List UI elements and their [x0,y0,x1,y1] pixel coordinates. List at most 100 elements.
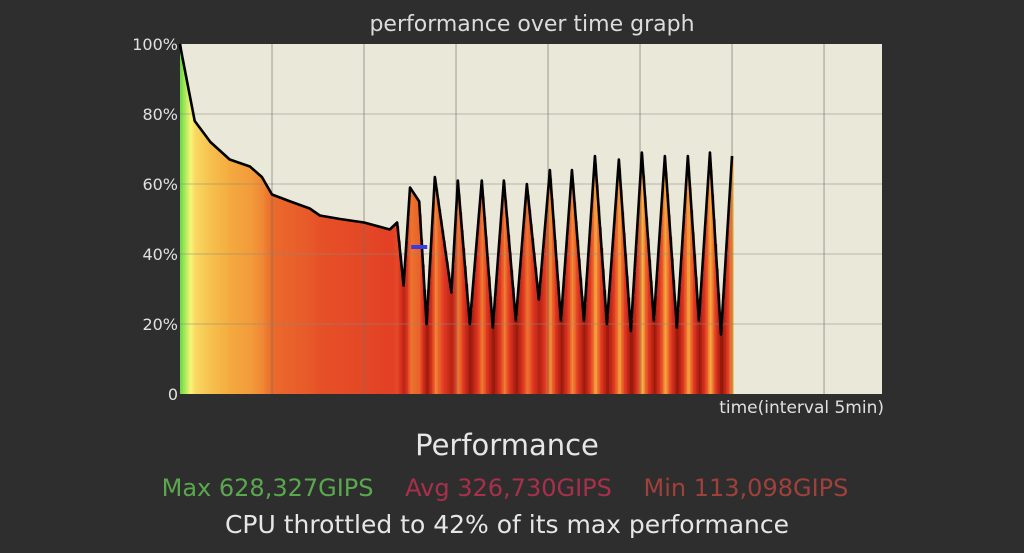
area-fill-slice [634,271,637,394]
area-fill-slice [559,301,562,394]
area-fill-slice [367,223,370,394]
area-fill-slice [714,219,716,394]
area-fill-slice [465,266,467,394]
area-fill-slice [244,164,247,394]
performance-heading: Performance [415,428,599,462]
area-fill-slice [201,129,203,395]
area-fill-slice [264,180,266,394]
area-fill-slice [567,237,569,394]
area-fill-slice [688,165,691,394]
area-fill-slice [493,318,496,394]
area-fill-slice [340,219,343,394]
area-fill-slice [223,153,226,394]
area-fill-slice [384,227,386,394]
area-fill-slice [676,322,679,394]
area-fill-slice [723,302,725,394]
area-fill-slice [712,194,715,394]
area-fill-slice [532,238,535,394]
area-fill-slice [633,295,635,394]
area-fill-slice [591,214,593,394]
area-fill-slice [228,157,230,394]
area-fill-slice [423,264,425,394]
area-fill-slice [372,224,374,394]
area-fill-slice [451,291,454,394]
area-fill-slice [390,229,392,394]
performance-line [178,43,734,336]
area-fill-slice [333,217,335,394]
area-fill-slice [516,318,518,394]
area-fill-slice [703,250,706,394]
area-fill-slice [466,284,469,394]
area-fill-slice [396,223,398,394]
area-fill-slice [439,209,442,394]
area-fill-slice [732,156,734,394]
area-fill-slice [586,281,589,394]
area-fill-slice [316,213,319,394]
area-fill-slice [409,195,412,394]
area-fill-slice [510,252,512,394]
area-fill-slice [568,216,571,394]
area-fill-slice [285,199,287,394]
area-fill-slice [355,221,358,394]
area-fill-slice [508,234,511,394]
area-fill-slice [729,205,731,394]
area-fill-slice [594,170,596,394]
y-tick-label: 60% [142,175,178,194]
area-fill-slice [354,221,356,394]
area-fill-slice [211,143,214,394]
area-fill-slice [381,227,383,394]
area-fill-slice [225,155,227,394]
area-fill-slice [180,44,182,394]
area-fill-slice [235,161,238,394]
area-fill-slice [664,161,667,394]
area-fill-slice [564,278,566,394]
area-fill-slice [369,223,371,394]
area-fill-slice [678,309,680,394]
area-fill-slice [717,268,719,394]
area-fill-slice [454,238,457,394]
area-fill-slice [339,218,341,394]
area-fill-slice [711,169,713,394]
area-fill-slice [597,184,599,394]
area-fill-slice [420,214,422,394]
area-fill-slice [468,302,470,394]
area-fill-slice [615,212,617,394]
area-fill-slice [336,218,338,394]
area-fill-slice [622,211,625,394]
area-fill-slice [304,206,307,394]
area-fill-slice [600,227,602,394]
area-fill-slice [397,226,400,394]
area-fill-slice [588,259,590,394]
area-fill-slice [300,204,302,394]
area-fill-slice [414,193,416,394]
area-fill-slice [651,280,653,394]
area-fill-slice [489,276,491,394]
y-tick-label: 80% [142,105,178,124]
area-fill-slice [505,199,508,394]
min-stat: Min 113,098GIPS [643,474,849,502]
chart-title: performance over time graph [369,12,695,37]
area-fill-slice [255,170,257,394]
area-fill-slice [318,214,320,394]
area-fill-slice [325,216,328,394]
area-fill-slice [279,197,281,394]
area-fill-slice [649,259,652,394]
y-tick-label: 20% [142,315,178,334]
area-fill-slice [543,250,545,394]
area-fill-slice [621,190,623,394]
area-fill-slice [213,144,215,394]
area-fill-slice [580,277,583,394]
area-fill-slice [373,225,376,394]
area-fill-slice [624,233,626,394]
area-fill-slice [358,221,361,394]
area-fill-slice [324,216,326,394]
area-fill-slice [604,290,607,394]
area-fill-slice [679,285,682,394]
area-fill-slice [603,269,605,394]
area-fill-slice [190,99,193,395]
area-fill-slice [226,156,229,394]
area-fill-slice [406,240,409,394]
area-fill-slice [592,192,595,394]
area-fill-slice [382,227,385,394]
area-fill-slice [555,240,557,394]
